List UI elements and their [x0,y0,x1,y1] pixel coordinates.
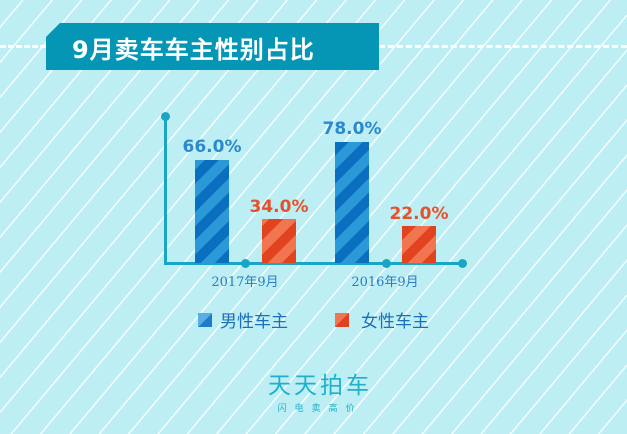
x-tick-label: 2016年9月 [351,275,419,290]
legend-swatch-female [335,312,349,327]
dashed-divider-left [0,45,46,48]
dashed-divider-right [379,45,627,48]
bar-value-label: 66.0% [182,137,242,157]
bar-male-2016 [335,142,369,263]
legend-male: 男性车主 [198,307,288,332]
legend-label: 男性车主 [220,312,288,332]
legend-female: 女性车主 [335,307,429,332]
legend-swatch-male [198,312,212,327]
bar-female-2016 [402,226,436,263]
x-axis [164,262,462,265]
y-axis-end-dot [161,112,170,121]
x-axis-end-dot [458,259,467,268]
x-axis-tick-dot [382,259,391,268]
bar-male-2017 [195,160,229,263]
legend-label: 女性车主 [361,312,429,332]
brand-logo: 天天拍车 闪电卖高价 [260,366,380,414]
y-axis [164,117,167,264]
brand-name: 天天拍车 [268,373,372,399]
bar-value-label: 78.0% [322,119,382,139]
x-axis-tick-dot [241,259,250,268]
title-banner: 9月卖车车主性别占比 [46,23,379,70]
bar-value-label: 34.0% [249,197,309,217]
bar-female-2017 [262,219,296,263]
brand-slogan: 闪电卖高价 [277,404,363,414]
bar-value-label: 22.0% [389,204,449,224]
x-tick-label: 2017年9月 [211,275,279,290]
chart-title: 9月卖车车主性别占比 [72,36,315,64]
